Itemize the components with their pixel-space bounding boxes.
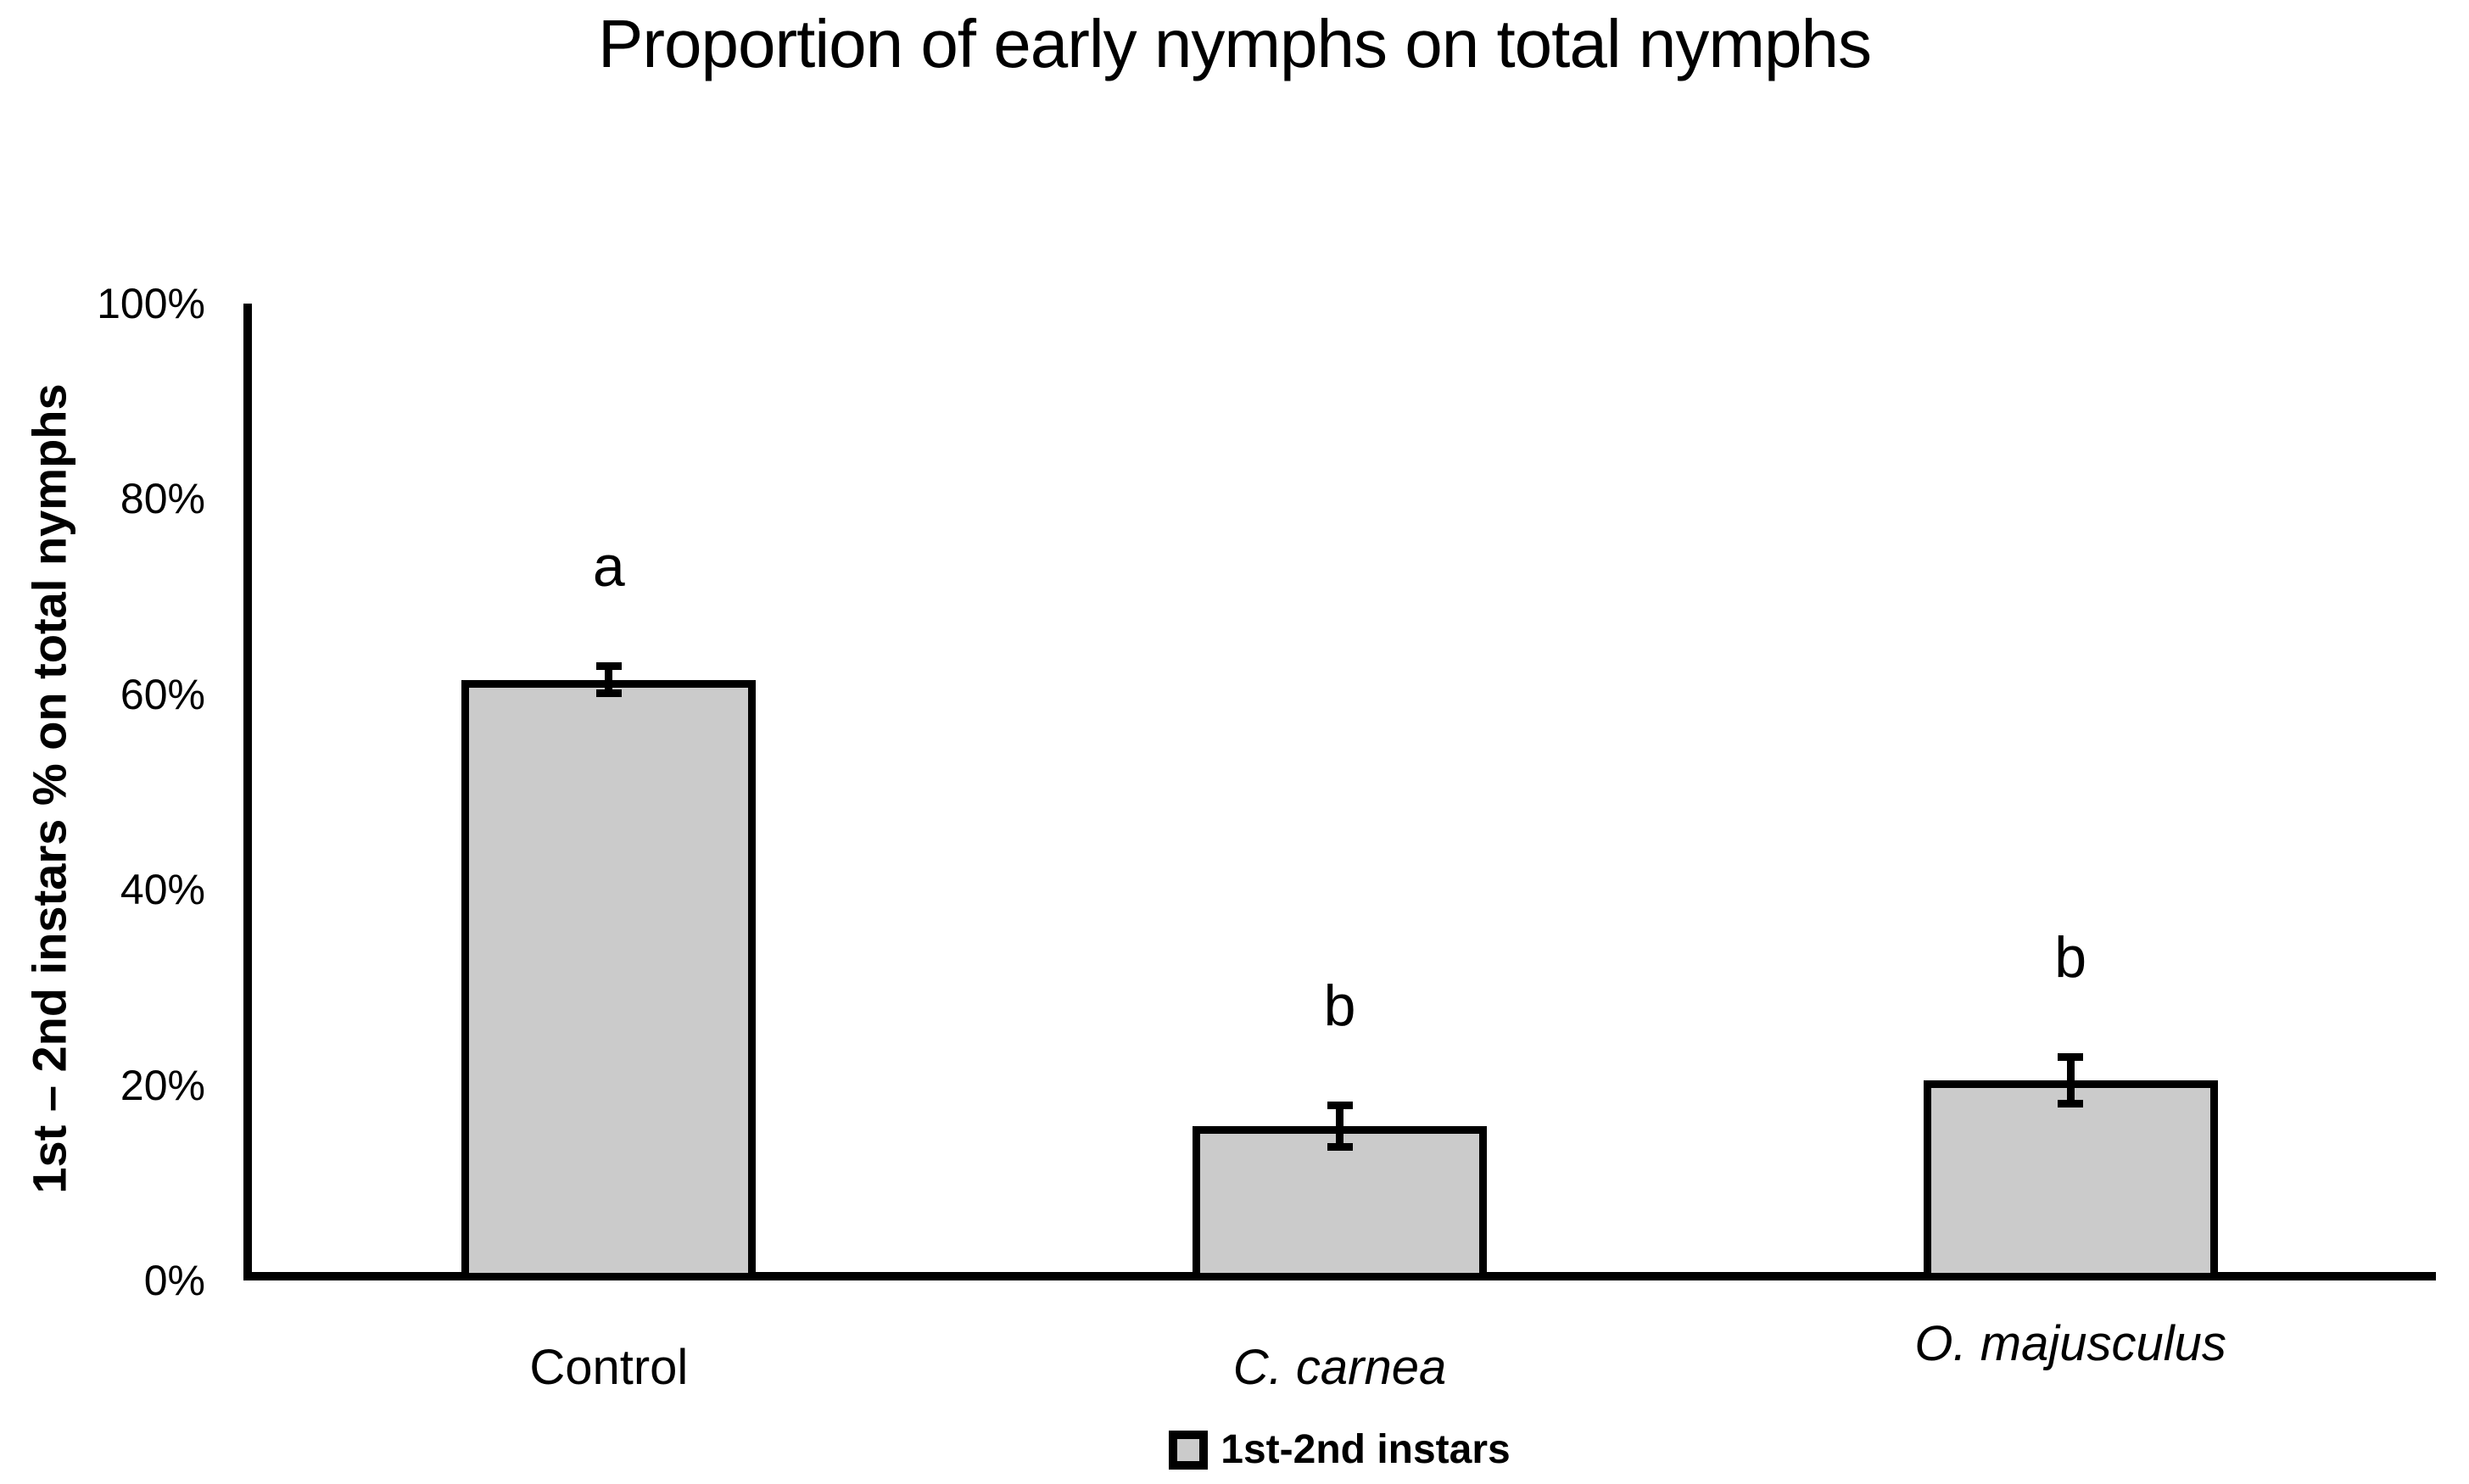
error-bar-line: [1336, 1102, 1343, 1151]
error-bar-cap-bottom: [2058, 1100, 2084, 1108]
error-bar-cap-bottom: [595, 689, 622, 698]
error-bar-line: [2066, 1052, 2075, 1108]
error-bar-cap-top: [1327, 1102, 1353, 1110]
y-tick-label: 100%: [97, 280, 205, 327]
error-bar-cap-bottom: [1327, 1142, 1353, 1151]
x-category-label-c-carnea: C. carnea: [1232, 1340, 1447, 1395]
error-bar-line: [605, 661, 613, 698]
significance-letter: a: [592, 533, 625, 599]
significance-letter: b: [1323, 974, 1356, 1039]
y-tick-label: 60%: [120, 670, 205, 718]
y-tick-label: 20%: [120, 1061, 205, 1109]
y-tick-label: 80%: [120, 475, 205, 523]
legend-label: 1st-2nd instars: [1221, 1427, 1511, 1472]
chart-title: Proportion of early nymphs on total nymp…: [597, 6, 1872, 81]
error-bar-cap-top: [595, 661, 622, 670]
bar-o-majusculus: [1923, 1080, 2218, 1280]
significance-letter: b: [2054, 924, 2087, 990]
x-category-label-o-majusculus: O. majusculus: [1914, 1316, 2226, 1371]
x-category-label-control: Control: [529, 1340, 689, 1395]
legend-swatch-icon: [1169, 1430, 1209, 1470]
error-bar-cap-top: [2058, 1052, 2084, 1061]
y-tick-label: 0%: [143, 1257, 205, 1304]
y-tick-label: 40%: [120, 866, 205, 914]
bar-control: [461, 679, 757, 1280]
legend: 1st-2nd instars: [243, 1426, 2436, 1473]
